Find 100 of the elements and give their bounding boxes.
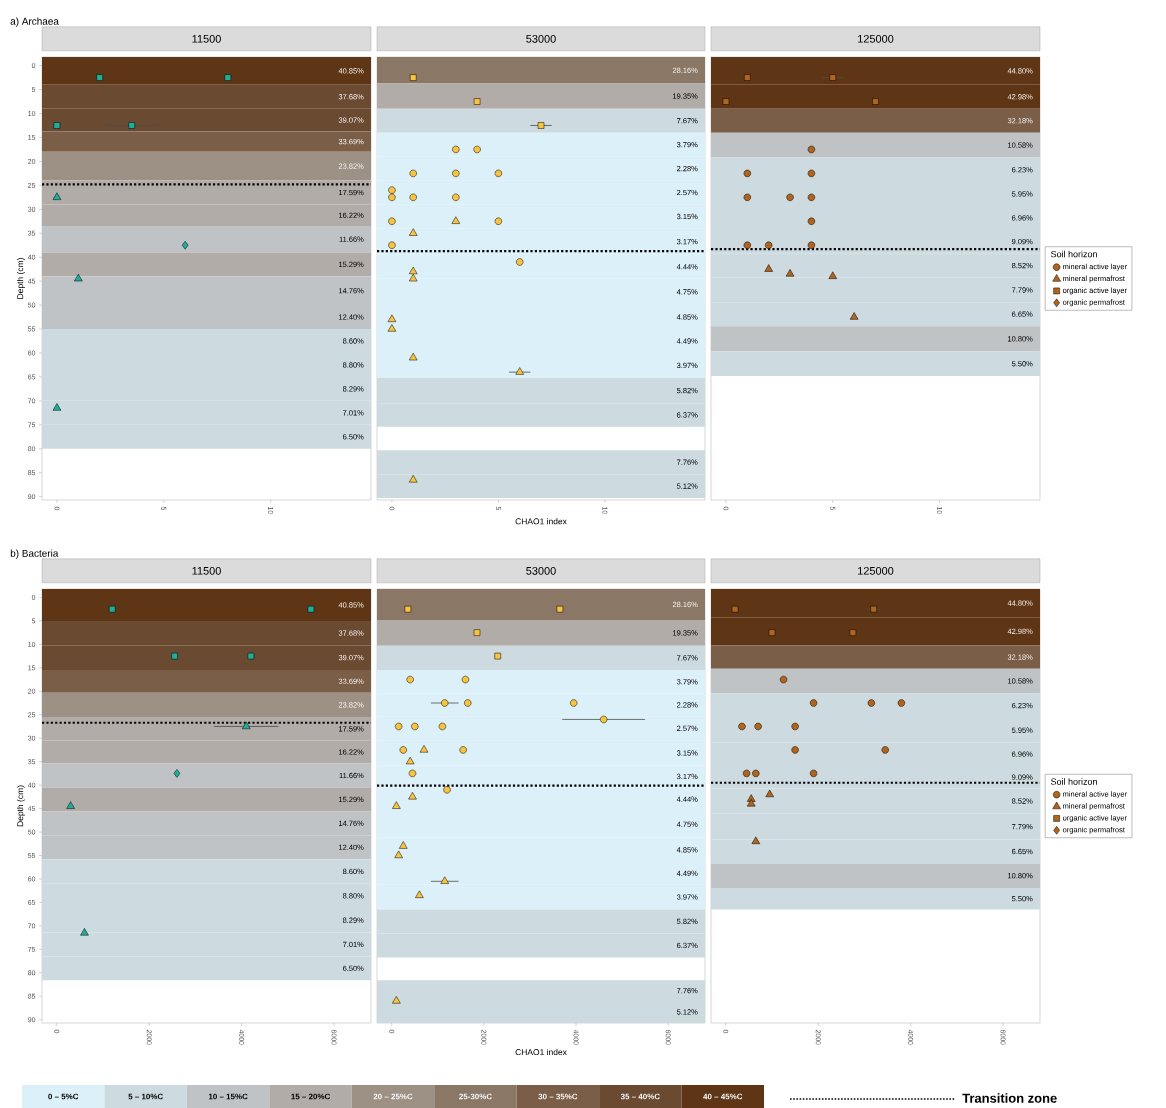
chart-title: 53000 — [526, 566, 556, 575]
point — [791, 746, 799, 754]
point — [440, 876, 449, 884]
point — [80, 928, 89, 936]
text: b) Bacteria — [10, 549, 59, 559]
chart-title: 11500 — [192, 566, 221, 575]
x-axis-title: CHAO1 index — [515, 518, 567, 525]
point — [743, 241, 751, 249]
point — [807, 217, 816, 225]
point — [809, 769, 818, 778]
point — [743, 169, 751, 178]
point — [600, 715, 608, 724]
chart-title: 125000 — [858, 566, 894, 575]
point — [494, 169, 503, 178]
point — [791, 722, 799, 731]
point — [764, 264, 773, 272]
point — [765, 789, 774, 798]
point — [171, 652, 178, 660]
point — [807, 145, 816, 154]
point — [897, 699, 906, 707]
point — [765, 241, 773, 249]
point — [388, 193, 396, 201]
point — [52, 192, 62, 200]
point — [438, 722, 447, 731]
point — [779, 675, 788, 684]
point — [473, 145, 481, 154]
point — [415, 890, 424, 898]
point — [829, 74, 837, 81]
point — [409, 169, 417, 178]
point — [242, 721, 251, 730]
point — [849, 312, 859, 320]
point — [881, 746, 889, 754]
point — [516, 258, 524, 266]
point — [870, 605, 877, 613]
legend-title: Soil horizon — [1051, 250, 1097, 258]
point — [441, 699, 449, 707]
point — [388, 186, 396, 194]
point — [738, 722, 746, 731]
y-axis-title: Depth (cm) — [16, 258, 25, 299]
point — [408, 769, 417, 778]
point — [409, 193, 417, 201]
point — [494, 217, 503, 225]
point — [754, 722, 762, 731]
point — [404, 605, 412, 613]
chart-title: 11500 — [192, 34, 221, 43]
legend-title: Soil horizon — [1051, 778, 1097, 785]
point — [408, 228, 418, 236]
point — [451, 216, 461, 224]
point — [52, 403, 62, 411]
point — [408, 266, 418, 275]
point — [452, 145, 460, 154]
point — [66, 801, 75, 809]
point — [74, 273, 83, 282]
point — [128, 122, 135, 129]
point — [108, 605, 116, 613]
point — [387, 314, 397, 322]
point — [419, 745, 429, 753]
point — [515, 367, 524, 375]
point — [807, 169, 816, 178]
point — [411, 722, 419, 731]
point — [247, 652, 255, 660]
point — [746, 799, 756, 807]
point — [742, 769, 751, 778]
point — [307, 605, 315, 613]
text: Transition zone — [962, 1093, 1057, 1103]
point — [173, 769, 181, 778]
point — [408, 273, 418, 282]
point — [537, 122, 545, 129]
point — [394, 850, 403, 859]
point — [452, 193, 460, 201]
point — [867, 699, 875, 707]
point — [473, 629, 481, 636]
point — [395, 722, 403, 731]
text: a) Archaea — [10, 17, 59, 27]
point — [408, 352, 418, 361]
point — [743, 193, 751, 201]
point — [406, 675, 414, 684]
point — [392, 996, 401, 1004]
point — [751, 836, 761, 844]
point — [387, 324, 397, 332]
point — [807, 241, 816, 249]
point — [556, 605, 564, 613]
point — [809, 699, 818, 707]
point — [461, 675, 470, 684]
point — [452, 169, 460, 178]
point — [752, 769, 760, 778]
point — [181, 240, 189, 250]
point — [807, 193, 816, 201]
point — [494, 652, 501, 660]
point — [786, 193, 794, 201]
point — [405, 756, 415, 765]
x-axis-title: CHAO1 index — [515, 1048, 567, 1056]
point — [399, 841, 408, 849]
point — [408, 475, 418, 483]
point — [388, 241, 396, 249]
point — [392, 801, 401, 809]
point — [828, 271, 838, 279]
y-axis-title: Depth (cm) — [16, 785, 25, 827]
point — [388, 217, 396, 225]
point — [785, 269, 795, 277]
